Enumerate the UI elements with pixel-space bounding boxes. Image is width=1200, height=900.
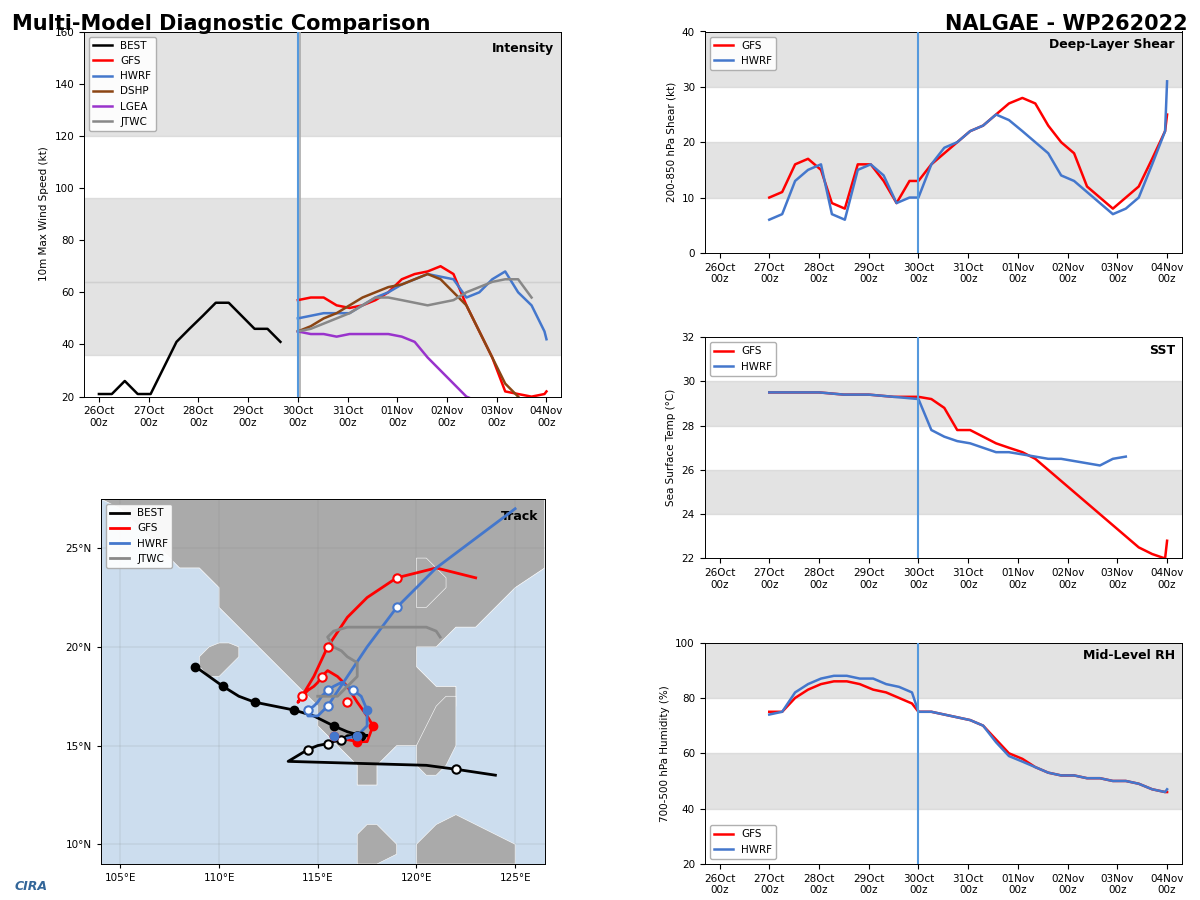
Text: SST: SST bbox=[1148, 344, 1175, 356]
Y-axis label: Sea Surface Temp (°C): Sea Surface Temp (°C) bbox=[666, 389, 676, 507]
Polygon shape bbox=[416, 814, 515, 864]
Polygon shape bbox=[416, 558, 446, 608]
Y-axis label: 700-500 hPa Humidity (%): 700-500 hPa Humidity (%) bbox=[660, 685, 670, 822]
Text: Intensity: Intensity bbox=[492, 42, 554, 56]
Text: NALGAE - WP262022: NALGAE - WP262022 bbox=[946, 14, 1188, 33]
Y-axis label: 200-850 hPa Shear (kt): 200-850 hPa Shear (kt) bbox=[666, 82, 677, 202]
Polygon shape bbox=[199, 643, 239, 677]
Bar bbox=[84, 198, 562, 282]
Polygon shape bbox=[358, 824, 397, 864]
Bar bbox=[704, 753, 1182, 808]
Text: Mid-Level RH: Mid-Level RH bbox=[1082, 649, 1175, 662]
Legend: BEST, GFS, HWRF, DSHP, LGEA, JTWC: BEST, GFS, HWRF, DSHP, LGEA, JTWC bbox=[89, 37, 156, 131]
Legend: GFS, HWRF: GFS, HWRF bbox=[710, 825, 776, 859]
Legend: GFS, HWRF: GFS, HWRF bbox=[710, 342, 776, 376]
Bar bbox=[704, 643, 1182, 698]
Text: CIRA: CIRA bbox=[14, 880, 48, 893]
Bar bbox=[704, 142, 1182, 198]
Bar bbox=[84, 32, 562, 136]
Text: Deep-Layer Shear: Deep-Layer Shear bbox=[1049, 38, 1175, 51]
Legend: GFS, HWRF: GFS, HWRF bbox=[710, 37, 776, 70]
Y-axis label: 10m Max Wind Speed (kt): 10m Max Wind Speed (kt) bbox=[38, 147, 49, 282]
Text: Multi-Model Diagnostic Comparison: Multi-Model Diagnostic Comparison bbox=[12, 14, 431, 33]
Polygon shape bbox=[101, 499, 545, 785]
Bar bbox=[704, 382, 1182, 426]
Legend: BEST, GFS, HWRF, JTWC: BEST, GFS, HWRF, JTWC bbox=[106, 504, 173, 568]
Bar bbox=[84, 282, 562, 355]
Bar bbox=[704, 32, 1182, 87]
Bar bbox=[704, 470, 1182, 514]
Text: Track: Track bbox=[500, 509, 538, 523]
Polygon shape bbox=[416, 697, 456, 775]
